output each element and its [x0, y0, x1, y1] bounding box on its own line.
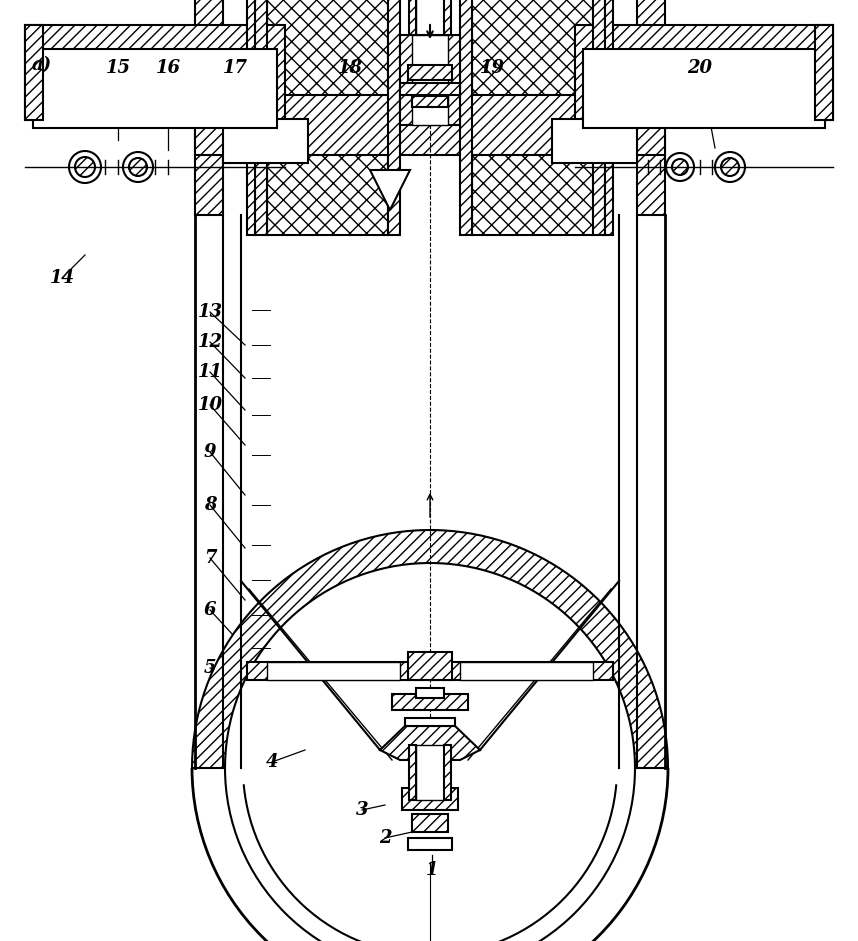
Bar — [815, 25, 833, 120]
Bar — [416, 0, 444, 95]
Bar — [400, 83, 460, 95]
Bar — [25, 25, 43, 120]
Bar — [593, 0, 605, 235]
Bar — [412, 35, 448, 125]
Polygon shape — [192, 530, 668, 768]
Bar — [25, 25, 285, 120]
Bar — [405, 718, 455, 726]
Text: 18: 18 — [337, 59, 362, 77]
Ellipse shape — [721, 158, 739, 176]
Text: 17: 17 — [222, 59, 247, 77]
Bar — [444, 745, 451, 800]
Bar — [33, 49, 277, 128]
Text: 15: 15 — [106, 59, 130, 77]
Bar — [575, 25, 833, 120]
Bar — [392, 694, 468, 710]
Ellipse shape — [75, 157, 95, 177]
Bar — [402, 788, 458, 810]
Text: 10: 10 — [197, 396, 222, 414]
Bar — [409, 0, 416, 95]
Polygon shape — [370, 170, 410, 210]
Bar — [223, 119, 308, 163]
Bar — [412, 96, 448, 107]
Bar — [412, 814, 448, 832]
Text: 14: 14 — [50, 269, 75, 287]
Text: 13: 13 — [197, 303, 222, 321]
Text: 2: 2 — [378, 829, 391, 847]
Text: 19: 19 — [480, 59, 505, 77]
Bar — [583, 49, 825, 128]
Bar — [637, 0, 665, 215]
Text: 3: 3 — [356, 801, 368, 819]
Text: 4: 4 — [266, 753, 278, 771]
Bar — [605, 0, 613, 235]
Bar — [408, 65, 452, 80]
Bar — [400, 35, 460, 125]
Polygon shape — [380, 726, 480, 760]
Bar — [416, 688, 444, 698]
Bar — [552, 119, 637, 163]
Text: 12: 12 — [197, 333, 222, 351]
Text: 16: 16 — [155, 59, 180, 77]
Bar — [408, 838, 452, 850]
Bar — [388, 0, 400, 235]
Bar — [416, 745, 444, 800]
Text: 6: 6 — [203, 601, 216, 619]
Text: 7: 7 — [203, 549, 216, 567]
Bar — [255, 0, 267, 235]
Bar — [408, 652, 452, 680]
Bar — [195, 0, 223, 215]
Bar — [267, 662, 400, 680]
Bar — [472, 0, 593, 235]
Bar — [409, 745, 416, 800]
Text: 11: 11 — [197, 363, 222, 381]
Ellipse shape — [69, 151, 101, 183]
Bar — [460, 662, 593, 680]
Text: 9: 9 — [203, 443, 216, 461]
Text: 5: 5 — [203, 659, 216, 677]
Bar — [444, 0, 451, 95]
Text: 1: 1 — [426, 861, 438, 879]
Bar — [460, 0, 472, 235]
Bar — [247, 0, 255, 235]
Ellipse shape — [672, 159, 688, 175]
Bar — [195, 95, 665, 155]
Ellipse shape — [715, 152, 745, 182]
Ellipse shape — [123, 152, 153, 182]
Text: 20: 20 — [687, 59, 712, 77]
Text: a): a) — [32, 56, 52, 74]
Text: 8: 8 — [203, 496, 216, 514]
Ellipse shape — [129, 158, 147, 176]
Bar — [267, 0, 388, 235]
Ellipse shape — [666, 153, 694, 181]
Bar — [247, 662, 613, 680]
